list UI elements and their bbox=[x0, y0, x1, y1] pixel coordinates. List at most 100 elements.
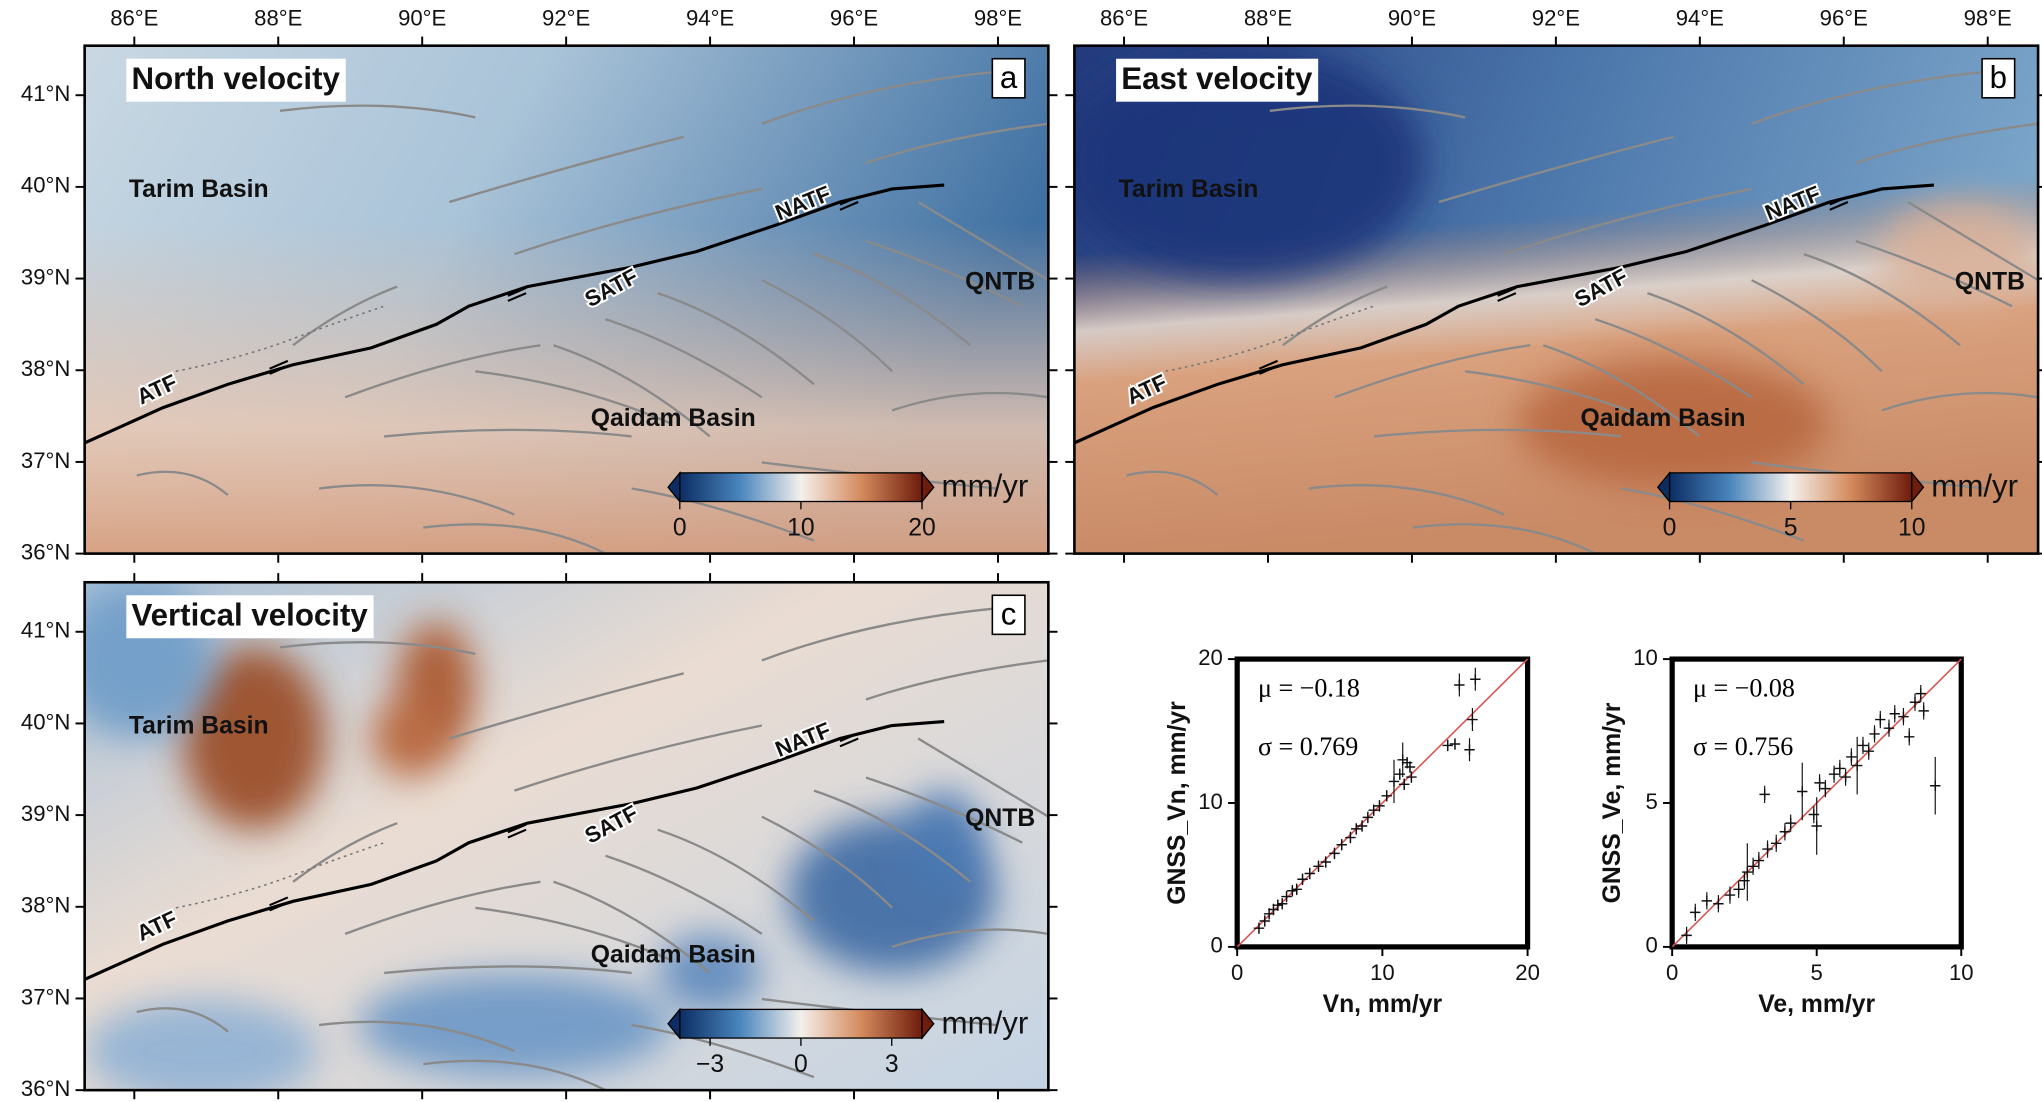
lat-label: 41°N bbox=[21, 618, 70, 643]
point bbox=[1374, 800, 1385, 812]
map-area bbox=[84, 582, 1049, 1091]
lon-label: 90°E bbox=[398, 6, 446, 31]
point bbox=[1351, 823, 1362, 835]
place-label: Tarim Basin bbox=[129, 712, 269, 739]
point bbox=[1368, 804, 1379, 816]
point bbox=[1398, 779, 1410, 790]
statistic: μ = −0.08 bbox=[1693, 673, 1795, 702]
lon-label: 98°E bbox=[1964, 6, 2012, 31]
point bbox=[1467, 714, 1478, 725]
point bbox=[1759, 789, 1770, 800]
x-tick-label: 10 bbox=[1949, 960, 1974, 985]
point bbox=[1851, 760, 1863, 771]
scatter-chart: 0 10 20 0 10 20 Vn, mm/yr GNSS_Vn, mm/yr μ = −0.… bbox=[1164, 645, 1540, 1018]
point bbox=[1313, 861, 1324, 872]
x-tick-label: 5 bbox=[1811, 960, 1823, 985]
point bbox=[1915, 688, 1926, 699]
point bbox=[1846, 751, 1857, 763]
colorbar-label: 0 bbox=[673, 514, 687, 541]
lat-label: 37°N bbox=[21, 984, 70, 1009]
point bbox=[1779, 826, 1791, 837]
panel-title: East velocity bbox=[1121, 61, 1313, 96]
point bbox=[1362, 812, 1374, 823]
color-field bbox=[1881, 201, 2039, 307]
point bbox=[1863, 745, 1874, 757]
lon-label: 86°E bbox=[110, 6, 158, 31]
point bbox=[1304, 868, 1315, 879]
map-panel: 86°E 88°E 90°E 92°E 94°E 96°E 98°E Tarim Basin Q… bbox=[1065, 6, 2042, 563]
point bbox=[1406, 771, 1417, 783]
map-shading bbox=[84, 45, 1049, 554]
reference-line bbox=[1236, 658, 1529, 948]
colorbar bbox=[679, 1008, 923, 1039]
lon-label: 88°E bbox=[254, 6, 302, 31]
point bbox=[1329, 848, 1340, 859]
point bbox=[1898, 711, 1909, 722]
title-box bbox=[126, 595, 374, 639]
point bbox=[1889, 708, 1900, 719]
lon-label: 94°E bbox=[686, 6, 734, 31]
place-label: Tarim Basin bbox=[129, 176, 269, 203]
lon-label: 96°E bbox=[1820, 6, 1868, 31]
letter-box bbox=[1981, 57, 2016, 99]
point bbox=[1820, 783, 1831, 794]
lat-label: 36°N bbox=[21, 539, 70, 564]
point bbox=[1918, 705, 1929, 717]
point bbox=[1681, 930, 1692, 941]
point bbox=[1742, 866, 1753, 878]
point bbox=[1883, 722, 1895, 734]
colorbar-end bbox=[1911, 471, 1925, 504]
point bbox=[1771, 838, 1782, 849]
colorbar bbox=[679, 472, 923, 503]
lat-label: 38°N bbox=[21, 356, 70, 381]
x-axis-label: Ve, mm/yr bbox=[1758, 991, 1875, 1018]
lon-label: 88°E bbox=[1244, 6, 1292, 31]
colorbar-unit: mm/yr bbox=[942, 469, 1029, 504]
lat-label: 40°N bbox=[21, 709, 70, 734]
x-tick-label: 20 bbox=[1515, 960, 1540, 985]
lon-label: 92°E bbox=[1532, 6, 1580, 31]
lon-label: 98°E bbox=[974, 6, 1022, 31]
point bbox=[1875, 714, 1886, 725]
colorbar-unit: mm/yr bbox=[942, 1005, 1029, 1040]
lat-label: 41°N bbox=[21, 81, 70, 106]
colorbar-label: 0 bbox=[794, 1051, 808, 1078]
panel-letter: a bbox=[1000, 60, 1018, 95]
y-axis-label: GNSS_Vn, mm/yr bbox=[1164, 701, 1191, 905]
y-tick-label: 5 bbox=[1646, 789, 1658, 814]
lat-label: 39°N bbox=[21, 264, 70, 289]
point bbox=[1733, 884, 1744, 895]
y-tick-label: 10 bbox=[1633, 645, 1658, 670]
colorbar-label: 0 bbox=[1663, 514, 1677, 541]
point bbox=[1713, 898, 1724, 909]
point bbox=[1281, 891, 1292, 902]
letter-box bbox=[991, 594, 1026, 636]
lon-label: 92°E bbox=[542, 6, 590, 31]
point bbox=[1449, 738, 1461, 750]
colorbar-end bbox=[921, 471, 935, 504]
point bbox=[1336, 839, 1347, 850]
colorbar-end bbox=[667, 471, 681, 504]
point bbox=[1291, 884, 1302, 895]
place-label: QNTB bbox=[1955, 268, 2025, 295]
colorbar-end bbox=[1656, 471, 1671, 504]
point bbox=[1834, 763, 1846, 774]
x-tick-label: 0 bbox=[1231, 960, 1243, 985]
colorbar-label: 5 bbox=[1784, 514, 1798, 541]
point bbox=[1857, 740, 1869, 751]
point bbox=[1297, 874, 1308, 885]
colorbar-label: 10 bbox=[787, 514, 815, 541]
point bbox=[1690, 907, 1701, 918]
point bbox=[1404, 761, 1416, 773]
title-box bbox=[1116, 58, 1319, 102]
point bbox=[1442, 740, 1453, 751]
colorbar-label: −3 bbox=[696, 1051, 724, 1078]
point bbox=[1762, 843, 1773, 855]
point bbox=[1701, 895, 1713, 907]
point bbox=[1345, 832, 1356, 843]
point bbox=[1904, 731, 1915, 743]
map-area bbox=[84, 45, 1049, 554]
point bbox=[1272, 899, 1284, 911]
point bbox=[1268, 904, 1279, 915]
